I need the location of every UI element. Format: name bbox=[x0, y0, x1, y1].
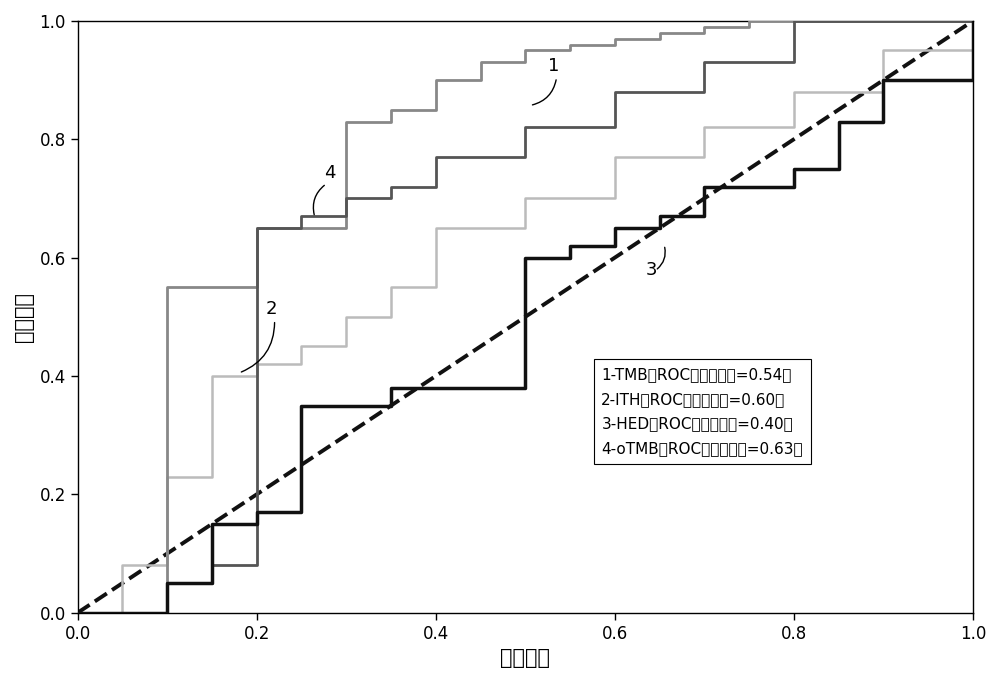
X-axis label: 负正类率: 负正类率 bbox=[500, 648, 550, 668]
Text: 1: 1 bbox=[548, 57, 559, 75]
Y-axis label: 真正类率: 真正类率 bbox=[14, 292, 34, 342]
Text: 4: 4 bbox=[324, 164, 335, 181]
Text: 1-TMB的ROC曲线（面积=0.54）
2-ITH的ROC曲线（面积=0.60）
3-HED的ROC曲线（面积=0.40）
4-oTMB的ROC曲线（面积=0: 1-TMB的ROC曲线（面积=0.54） 2-ITH的ROC曲线（面积=0.60… bbox=[601, 367, 803, 456]
Text: 3: 3 bbox=[646, 261, 658, 280]
Text: 2: 2 bbox=[266, 300, 277, 318]
